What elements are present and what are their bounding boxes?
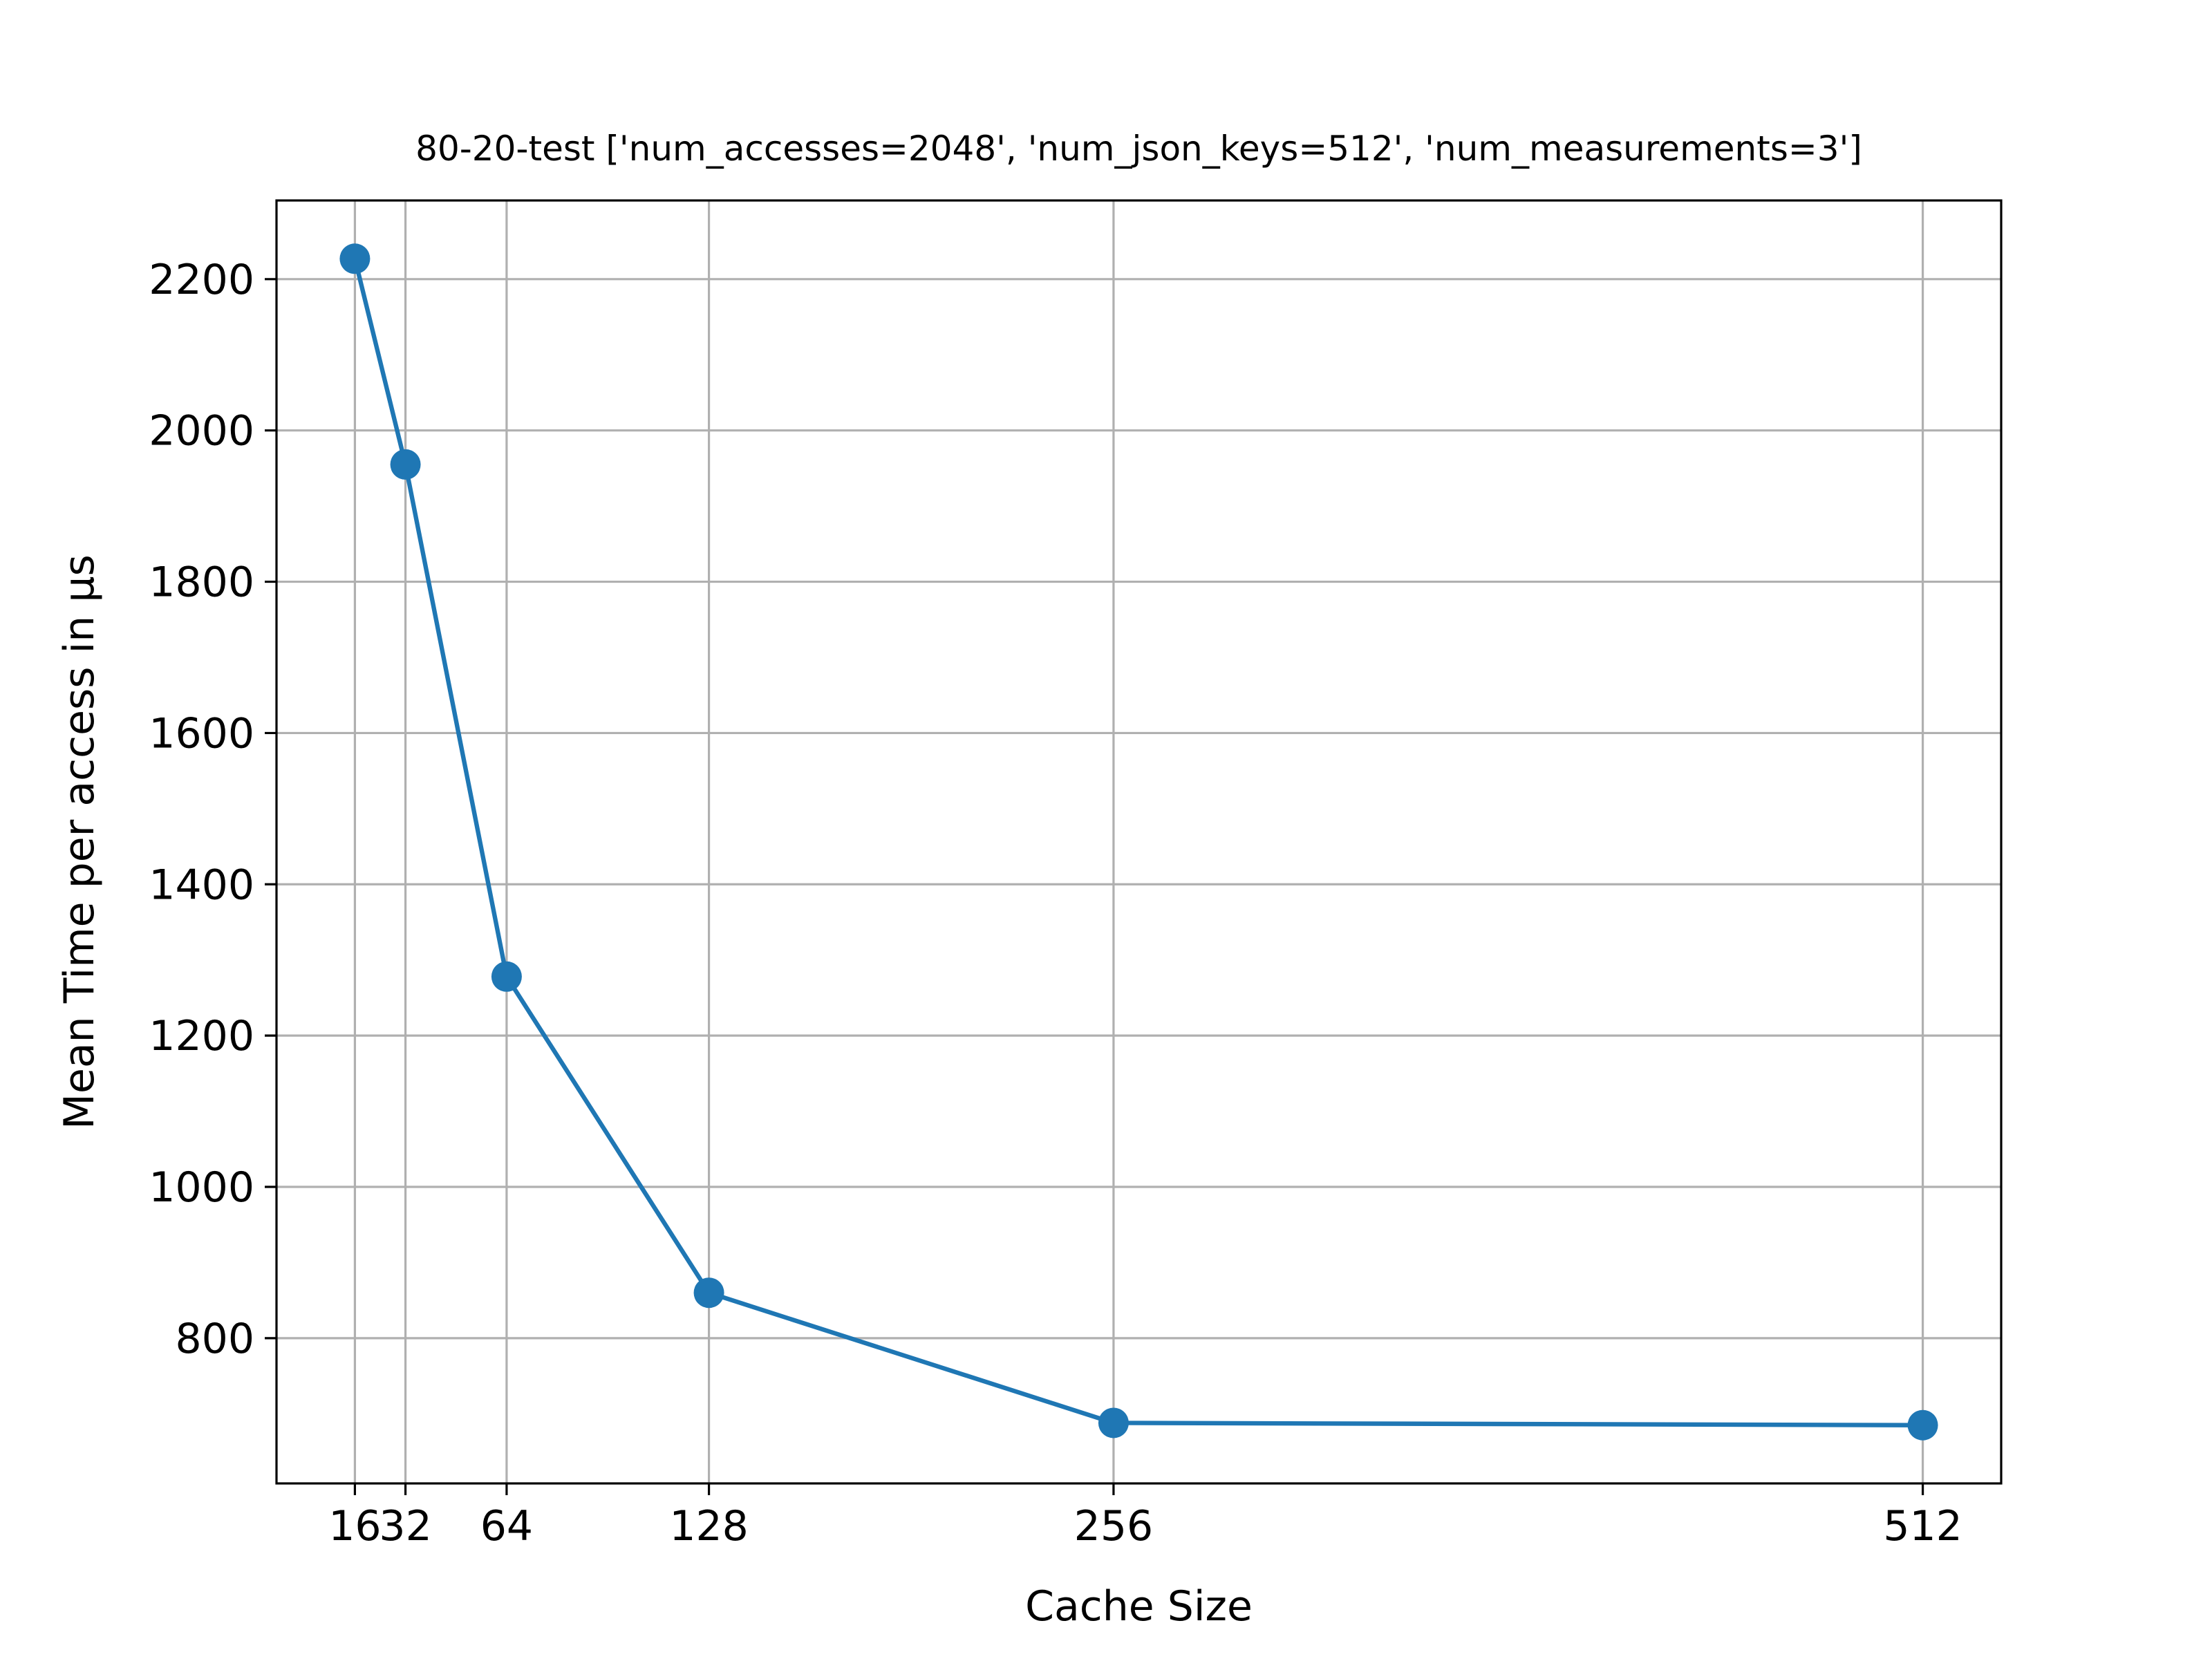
y-tick-label: 1800 (149, 559, 254, 607)
plot-frame (275, 199, 2003, 1485)
series-line (352, 256, 1925, 1427)
data-point (390, 449, 421, 480)
y-tick-label: 2000 (149, 407, 254, 456)
data-point (693, 1277, 724, 1309)
data-point (491, 961, 522, 992)
data-point (339, 243, 371, 274)
x-tick-label: 256 (1074, 1502, 1154, 1550)
x-tick-label: 16 (328, 1502, 381, 1550)
x-axis-label: Cache Size (1025, 1582, 1253, 1631)
x-tick-label: 512 (1883, 1502, 1962, 1550)
data-point (1907, 1409, 1938, 1441)
x-tick-label: 128 (669, 1502, 749, 1550)
series-layer (339, 243, 1938, 1441)
y-tick-label: 800 (175, 1315, 254, 1363)
y-tick-label: 2200 (149, 256, 254, 304)
grid-lines (276, 200, 2001, 1483)
data-point (1098, 1407, 1129, 1438)
chart-title: 80-20-test ['num_accesses=2048', 'num_js… (415, 129, 1862, 169)
y-tick-label: 1400 (149, 861, 254, 909)
y-tick-label: 1200 (149, 1012, 254, 1060)
y-tick-label: 1000 (149, 1163, 254, 1212)
y-axis-label: Mean Time per access in μs (55, 554, 104, 1130)
y-tick-label: 1600 (149, 709, 254, 758)
x-tick-label: 64 (480, 1502, 533, 1550)
x-tick-label: 32 (379, 1502, 431, 1550)
